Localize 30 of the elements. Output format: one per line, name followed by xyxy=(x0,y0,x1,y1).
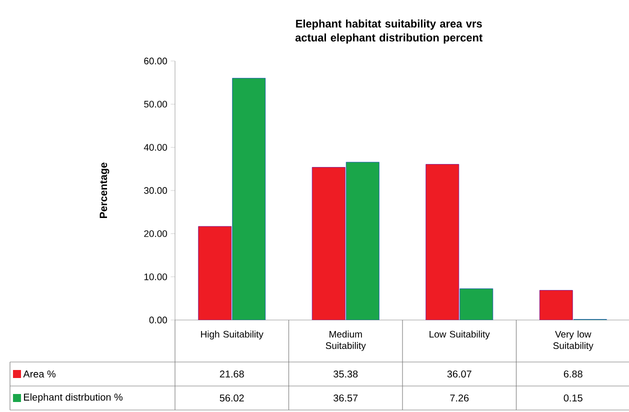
bar xyxy=(312,167,346,320)
bar xyxy=(426,164,460,320)
data-label: 36.57 xyxy=(334,394,358,402)
x-tick-label: Very low Suitability xyxy=(553,330,594,351)
data-label: 6.88 xyxy=(564,370,582,378)
y-tick-label: 50.00 xyxy=(144,100,168,108)
y-axis-title: Percentage xyxy=(100,162,110,218)
data-label: 7.26 xyxy=(450,394,469,402)
data-label: 21.68 xyxy=(220,370,244,378)
bar xyxy=(539,290,573,320)
legend-label: Elephant distrbution % xyxy=(24,393,123,403)
data-label: 36.07 xyxy=(447,370,472,378)
x-tick-label: Low Suitability xyxy=(430,330,490,340)
data-label: 35.38 xyxy=(334,370,358,378)
legend-label: Area % xyxy=(23,370,56,378)
y-tick-label: 0.00 xyxy=(149,316,168,324)
bar xyxy=(198,226,232,320)
x-tick-label: Medium Suitability xyxy=(326,330,366,351)
data-label: 56.02 xyxy=(220,394,244,402)
bar xyxy=(232,78,266,320)
y-tick-label: 10.00 xyxy=(144,273,168,280)
bar xyxy=(346,162,380,320)
chart-title: Elephant habitat suitability area vrs actual elephant distribution percent xyxy=(295,20,482,44)
y-tick-label: 60.00 xyxy=(144,58,168,64)
bar xyxy=(460,288,494,320)
x-tick-label: High Suitability xyxy=(201,330,264,340)
y-tick-label: 20.00 xyxy=(144,230,168,238)
data-label: 0.15 xyxy=(564,394,582,402)
y-tick-label: 30.00 xyxy=(144,187,168,194)
y-tick-label: 40.00 xyxy=(144,144,168,151)
